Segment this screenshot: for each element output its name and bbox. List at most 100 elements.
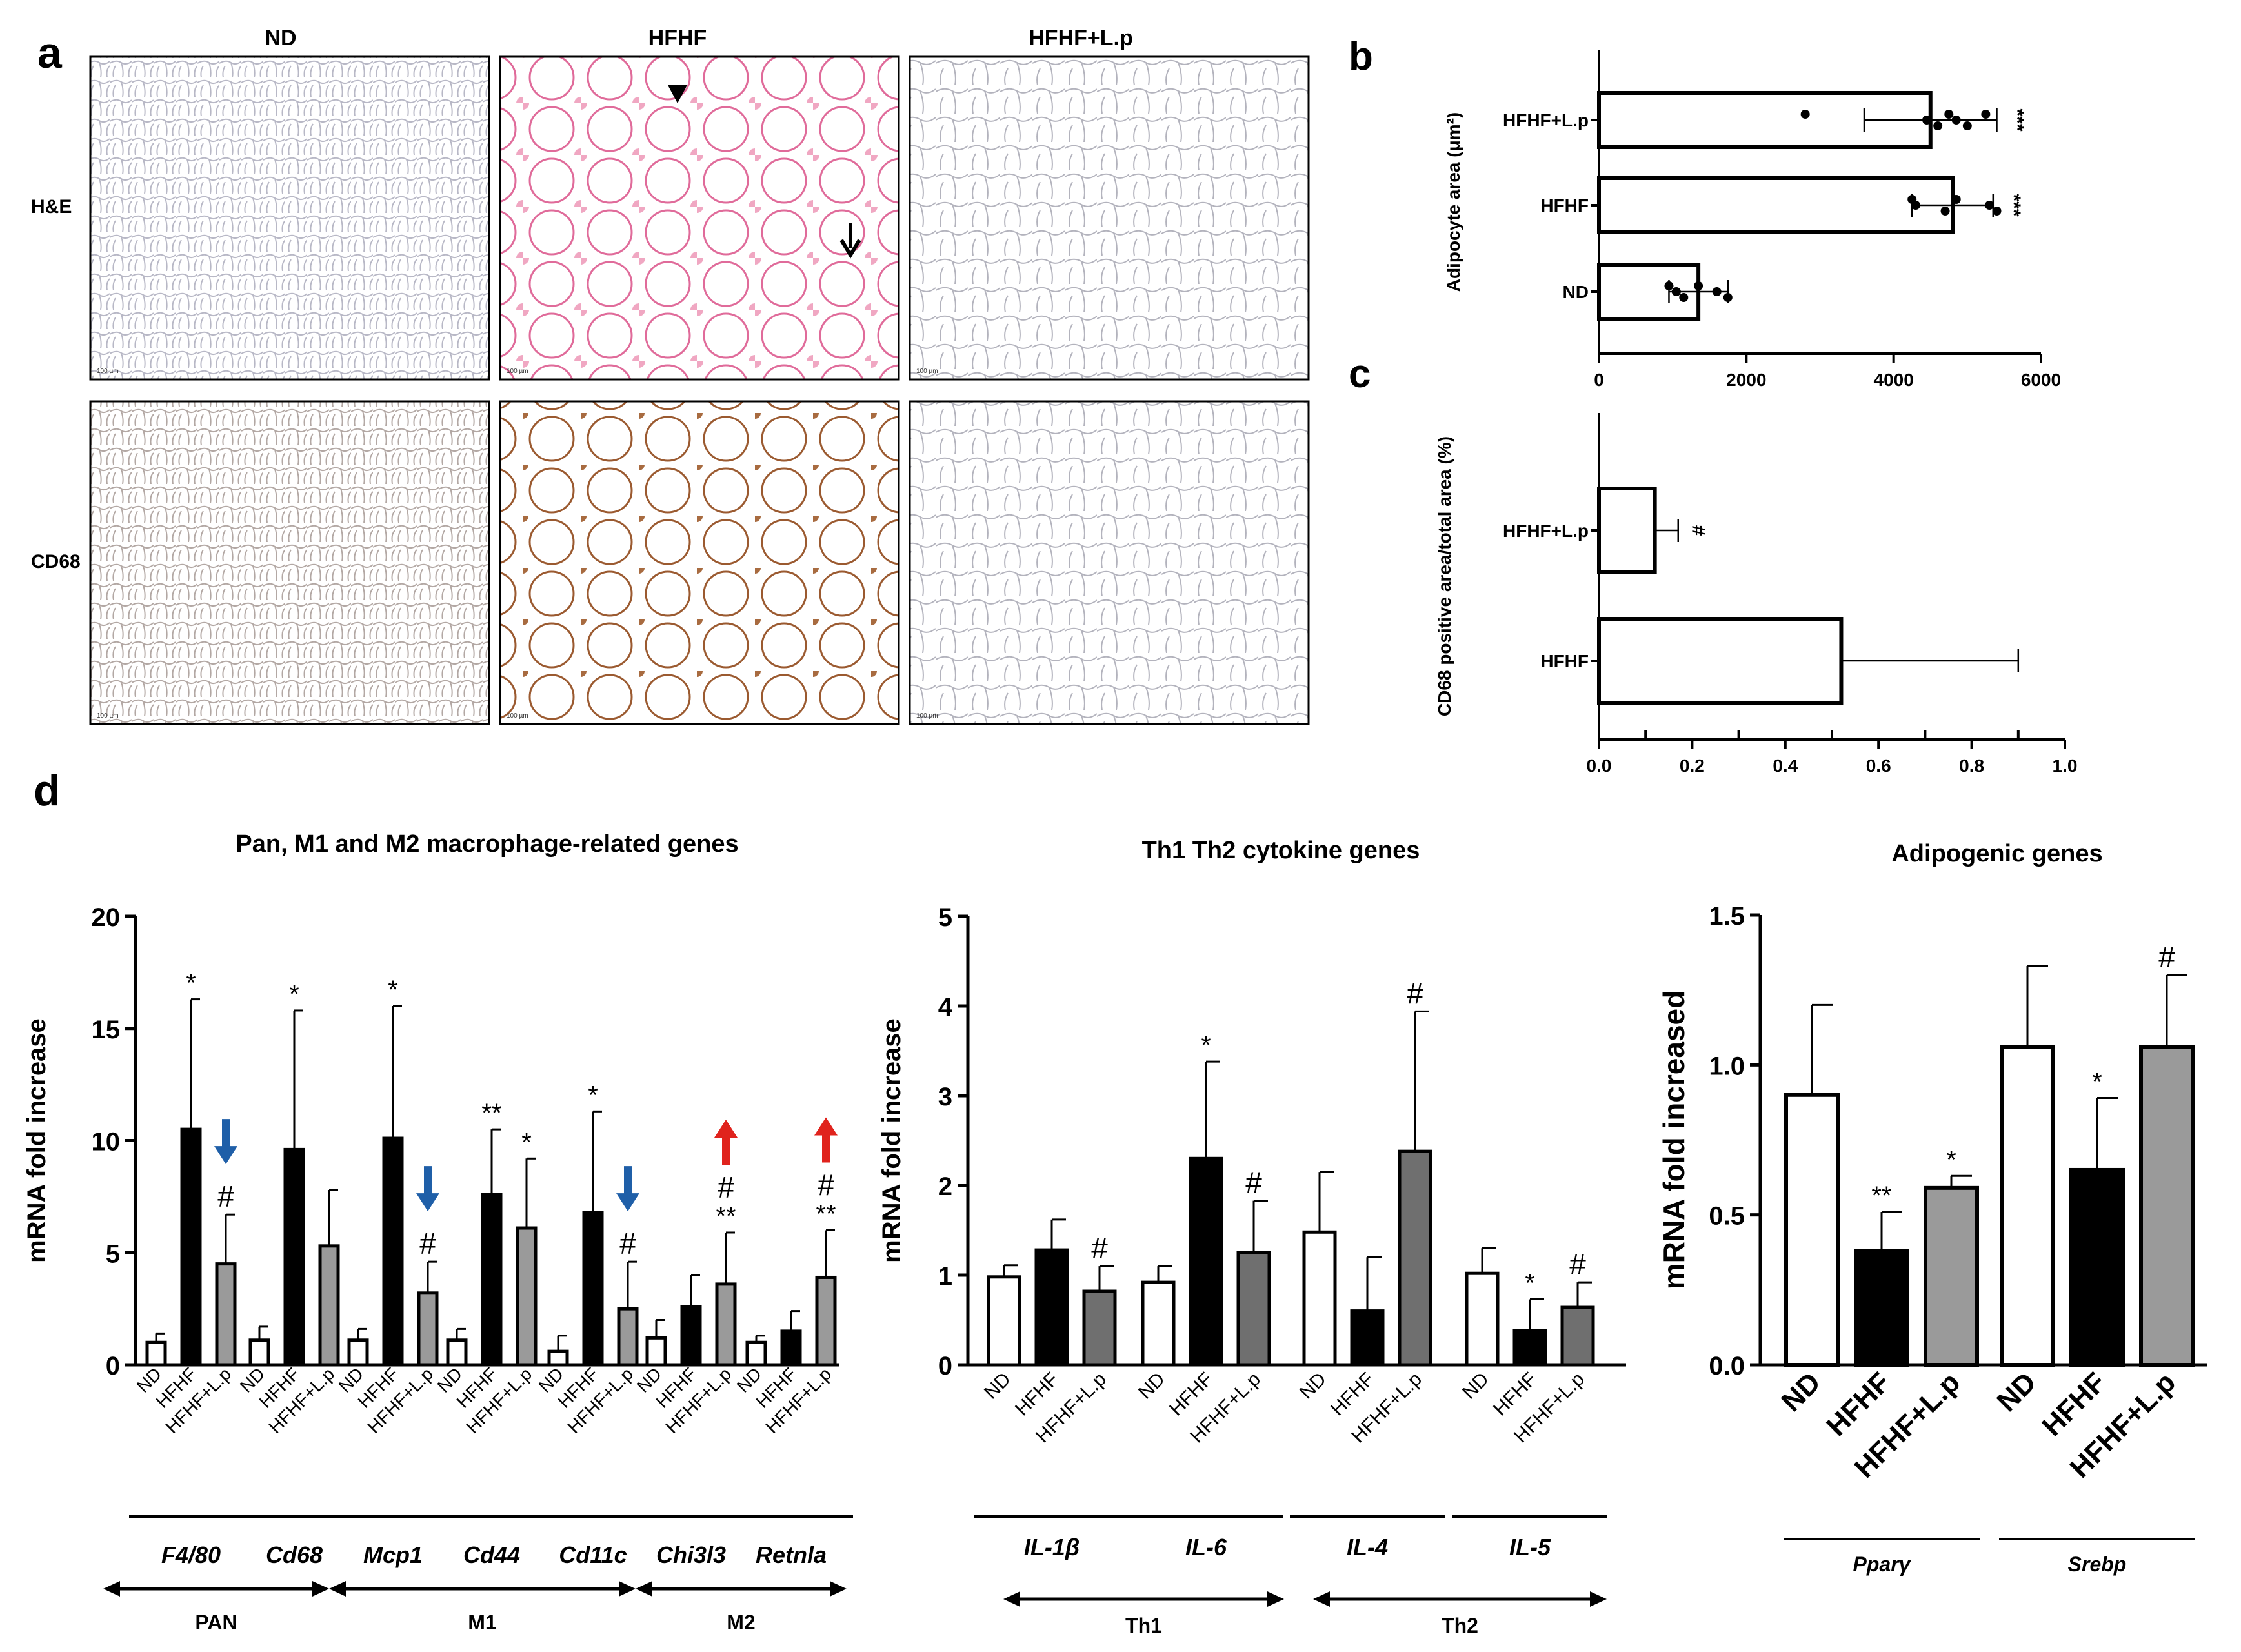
y-axis-title: mRNA fold increased bbox=[1657, 991, 1691, 1290]
category-group-label: Th1 bbox=[1125, 1614, 1162, 1637]
significance-marker: *** bbox=[2003, 194, 2024, 216]
bar bbox=[987, 1275, 1021, 1367]
scale-bar-label: 100 µm bbox=[916, 712, 938, 720]
down-arrow-icon bbox=[214, 1119, 237, 1165]
significance-marker: # bbox=[217, 1180, 234, 1213]
panel-a-label: a bbox=[37, 28, 63, 77]
category-group-label: PAN bbox=[195, 1611, 237, 1634]
y-axis-title: mRNA fold increase bbox=[878, 1018, 906, 1263]
significance-marker: ** bbox=[1871, 1182, 1891, 1210]
significance-marker: # bbox=[718, 1171, 734, 1204]
y-tick-label: 0.0 bbox=[1709, 1352, 1745, 1380]
significance-marker: # bbox=[1569, 1247, 1586, 1281]
x-tick-label: 2000 bbox=[1726, 370, 1766, 390]
x-category-label: ND bbox=[1991, 1366, 2042, 1418]
y-tick-label: 0 bbox=[938, 1352, 952, 1380]
y-tick-label: 4 bbox=[938, 993, 953, 1022]
y-tick-label: 5 bbox=[938, 903, 952, 932]
data-point bbox=[1985, 201, 1995, 210]
significance-marker: # bbox=[1407, 976, 1423, 1010]
bar bbox=[283, 1147, 305, 1367]
gene-label: IL-5 bbox=[1509, 1534, 1551, 1560]
bar bbox=[2139, 1045, 2195, 1367]
data-point bbox=[1664, 281, 1674, 290]
x-category-label: ND bbox=[980, 1369, 1015, 1404]
gene-label: Cd44 bbox=[463, 1542, 520, 1568]
data-point bbox=[1694, 281, 1703, 290]
up-arrow-icon bbox=[714, 1119, 738, 1165]
gene-label: Retnla bbox=[756, 1542, 827, 1568]
significance-marker: * bbox=[588, 1081, 598, 1109]
down-arrow-icon bbox=[416, 1166, 439, 1212]
arrowhead-right-icon bbox=[312, 1581, 329, 1597]
bar bbox=[2000, 1045, 2055, 1367]
category-group-label: M2 bbox=[727, 1611, 755, 1634]
bar bbox=[1082, 1289, 1117, 1367]
chart-d1: Pan, M1 and M2 macrophage-related genes 0… bbox=[23, 831, 853, 1634]
significance-marker: # bbox=[1091, 1231, 1108, 1265]
chart-title: Adipogenic genes bbox=[1891, 840, 2102, 867]
bar bbox=[1597, 617, 1844, 705]
bar bbox=[815, 1275, 837, 1367]
significance-marker: * bbox=[2092, 1067, 2102, 1096]
bar bbox=[145, 1340, 167, 1367]
arrowhead-left-icon bbox=[1003, 1591, 1020, 1607]
category-label: HFHF bbox=[1540, 196, 1589, 216]
column-label-hfhf: HFHF bbox=[648, 26, 707, 50]
bar bbox=[780, 1329, 802, 1367]
bar bbox=[1597, 487, 1657, 574]
y-tick-label: 20 bbox=[92, 903, 121, 932]
category-group-label: Th2 bbox=[1442, 1614, 1478, 1637]
bar bbox=[745, 1340, 767, 1367]
y-axis-title: mRNA fold increase bbox=[23, 1018, 51, 1263]
y-tick-label: 3 bbox=[938, 1083, 952, 1111]
significance-marker: ** bbox=[481, 1099, 501, 1127]
y-tick-label: 1.5 bbox=[1709, 902, 1745, 931]
gene-label: Mcp1 bbox=[363, 1542, 423, 1568]
significance-marker: ** bbox=[816, 1200, 836, 1229]
micrograph-he-nd: 100 µm bbox=[89, 55, 490, 381]
bar bbox=[1560, 1305, 1595, 1367]
bar bbox=[347, 1338, 369, 1367]
arrowhead-marker-icon bbox=[668, 85, 687, 103]
data-point bbox=[1951, 195, 1961, 204]
arrowhead-left-icon bbox=[1313, 1591, 1330, 1607]
bar bbox=[248, 1338, 270, 1367]
bar bbox=[481, 1193, 503, 1367]
bar bbox=[680, 1305, 702, 1367]
gene-label: Pparγ bbox=[1853, 1553, 1912, 1576]
significance-marker: * bbox=[289, 980, 299, 1009]
arrowhead-right-icon bbox=[619, 1581, 636, 1597]
gene-label: IL-4 bbox=[1347, 1534, 1388, 1560]
data-point bbox=[1951, 116, 1961, 125]
micrograph-he-hfhf-lp: 100 µm bbox=[909, 55, 1310, 381]
data-point bbox=[1679, 293, 1689, 302]
significance-marker: * bbox=[388, 976, 398, 1004]
gene-label: IL-1β bbox=[1024, 1534, 1080, 1560]
column-label-nd: ND bbox=[265, 26, 296, 50]
arrowhead-right-icon bbox=[1590, 1591, 1607, 1607]
up-arrow-icon bbox=[814, 1117, 838, 1163]
row-label-he: H&E bbox=[31, 196, 72, 217]
arrowhead-left-icon bbox=[103, 1581, 120, 1597]
y-tick-label: 2 bbox=[938, 1173, 952, 1201]
micrograph-cd68-nd: 100 µm bbox=[89, 400, 490, 725]
significance-marker: # bbox=[619, 1227, 636, 1260]
category-label: HFHF bbox=[1540, 651, 1589, 671]
panel-d-label: d bbox=[34, 766, 61, 815]
significance-marker: * bbox=[1201, 1031, 1211, 1060]
data-point bbox=[1940, 206, 1950, 216]
bar bbox=[516, 1226, 538, 1367]
bar bbox=[382, 1136, 404, 1367]
bar bbox=[1398, 1149, 1432, 1367]
panel-b-label: b bbox=[1349, 34, 1373, 79]
bar bbox=[1854, 1249, 1909, 1367]
micrograph-cd68-hfhf-lp: 100 µm bbox=[909, 400, 1310, 725]
chart-title: Th1 Th2 cytokine genes bbox=[1142, 837, 1420, 864]
data-point bbox=[1944, 110, 1954, 119]
data-point bbox=[1712, 287, 1722, 296]
arrowhead-left-icon bbox=[329, 1581, 346, 1597]
panel-c-label: c bbox=[1349, 352, 1371, 396]
y-axis-title: Adipocyte area (μm²) bbox=[1443, 112, 1463, 292]
